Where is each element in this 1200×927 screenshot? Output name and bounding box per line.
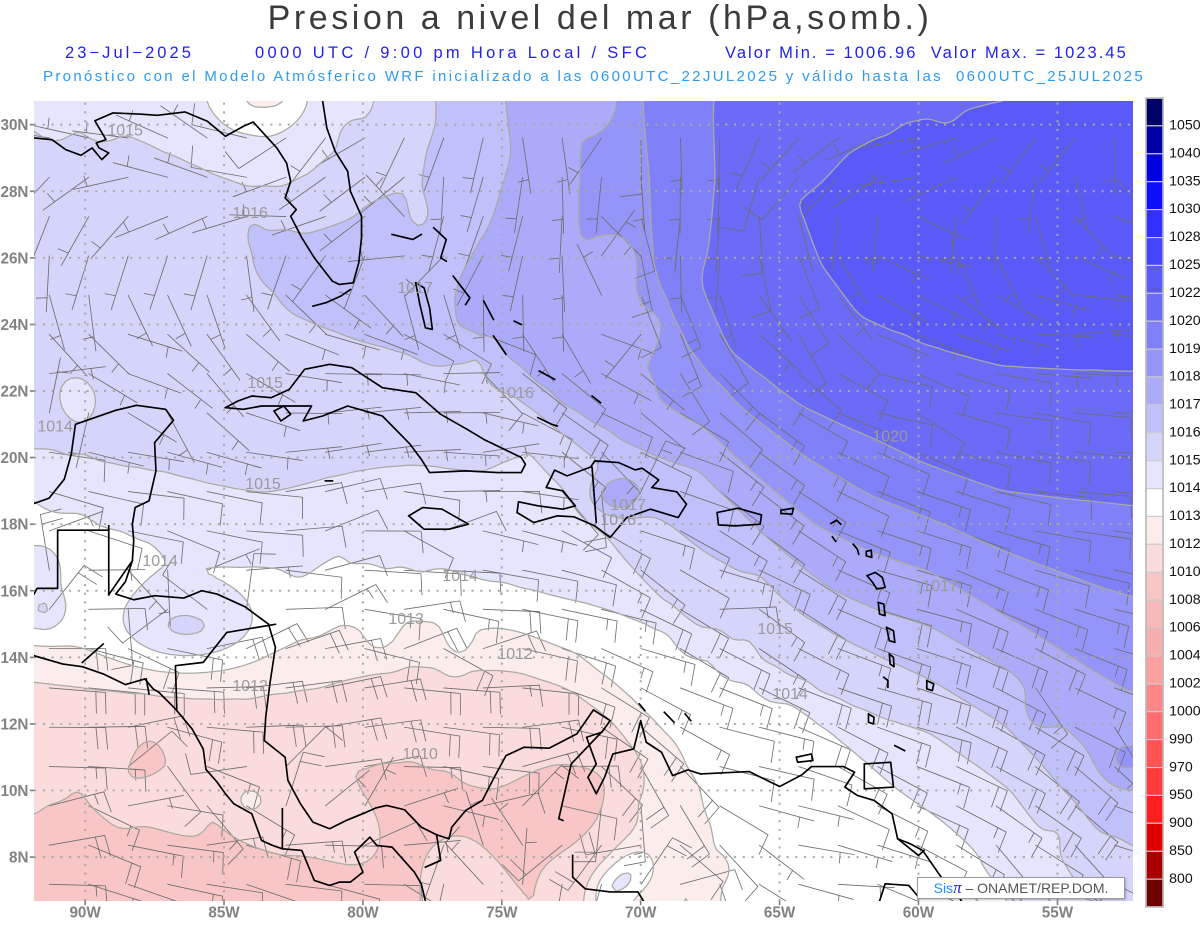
- svg-text:1016: 1016: [498, 385, 534, 402]
- svg-text:55W: 55W: [1042, 905, 1074, 922]
- svg-text:60W: 60W: [903, 905, 935, 922]
- svg-text:1017: 1017: [1169, 397, 1200, 413]
- svg-text:1014: 1014: [1169, 480, 1200, 496]
- svg-text:1022: 1022: [1169, 285, 1200, 301]
- svg-text:1035: 1035: [1169, 173, 1200, 189]
- svg-text:26N: 26N: [0, 250, 28, 267]
- svg-text:1015: 1015: [247, 375, 283, 392]
- svg-text:1012: 1012: [1169, 536, 1200, 552]
- svg-text:990: 990: [1169, 731, 1193, 747]
- svg-text:14N: 14N: [0, 650, 28, 667]
- svg-text:1017: 1017: [922, 578, 958, 595]
- svg-text:24N: 24N: [0, 317, 28, 334]
- svg-text:1016: 1016: [600, 512, 636, 529]
- svg-text:1017: 1017: [610, 497, 646, 514]
- svg-text:1014: 1014: [37, 418, 73, 435]
- svg-text:1020: 1020: [872, 428, 908, 445]
- svg-text:1010: 1010: [402, 746, 438, 763]
- svg-text:20N: 20N: [0, 450, 28, 467]
- svg-text:1030: 1030: [1169, 201, 1200, 217]
- svg-text:1018: 1018: [1169, 369, 1200, 385]
- svg-text:1040: 1040: [1169, 146, 1200, 162]
- svg-text:1012: 1012: [232, 678, 268, 695]
- svg-text:90W: 90W: [69, 905, 101, 922]
- svg-text:1015: 1015: [107, 122, 143, 139]
- svg-text:1010: 1010: [1169, 564, 1200, 580]
- svg-text:1017: 1017: [397, 280, 433, 297]
- svg-text:1013: 1013: [388, 611, 424, 628]
- svg-text:1015: 1015: [245, 476, 281, 493]
- svg-text:1014: 1014: [772, 686, 808, 703]
- svg-text:1002: 1002: [1169, 676, 1200, 692]
- svg-text:22N: 22N: [0, 384, 28, 401]
- svg-text:1016: 1016: [232, 205, 268, 222]
- svg-text:1019: 1019: [1169, 341, 1200, 357]
- svg-text:85W: 85W: [208, 905, 240, 922]
- svg-text:1020: 1020: [1169, 313, 1200, 329]
- svg-text:1028: 1028: [1169, 229, 1200, 245]
- svg-text:1025: 1025: [1169, 257, 1200, 273]
- svg-text:1006: 1006: [1169, 620, 1200, 636]
- svg-text:1013: 1013: [1169, 508, 1200, 524]
- svg-text:800: 800: [1169, 871, 1193, 887]
- svg-text:75W: 75W: [486, 905, 518, 922]
- svg-text:950: 950: [1169, 787, 1193, 803]
- svg-text:1004: 1004: [1169, 648, 1200, 664]
- svg-text:12N: 12N: [0, 716, 28, 733]
- svg-text:30N: 30N: [0, 117, 28, 134]
- svg-text:16N: 16N: [0, 583, 28, 600]
- svg-text:1008: 1008: [1169, 592, 1200, 608]
- svg-text:970: 970: [1169, 759, 1193, 775]
- svg-text:65W: 65W: [764, 905, 796, 922]
- svg-text:70W: 70W: [625, 905, 657, 922]
- svg-text:1014: 1014: [142, 553, 178, 570]
- svg-text:900: 900: [1169, 815, 1193, 831]
- svg-text:18N: 18N: [0, 517, 28, 534]
- svg-text:1014: 1014: [442, 568, 478, 585]
- svg-text:10N: 10N: [0, 783, 28, 800]
- svg-text:80W: 80W: [347, 905, 379, 922]
- svg-text:1050: 1050: [1169, 118, 1200, 134]
- svg-text:1016: 1016: [1169, 424, 1200, 440]
- svg-text:1015: 1015: [757, 621, 793, 638]
- svg-text:28N: 28N: [0, 184, 28, 201]
- svg-text:850: 850: [1169, 843, 1193, 859]
- svg-text:8N: 8N: [9, 850, 29, 867]
- svg-text:1015: 1015: [1169, 452, 1200, 468]
- svg-text:1012: 1012: [497, 646, 533, 663]
- svg-text:1000: 1000: [1169, 703, 1200, 719]
